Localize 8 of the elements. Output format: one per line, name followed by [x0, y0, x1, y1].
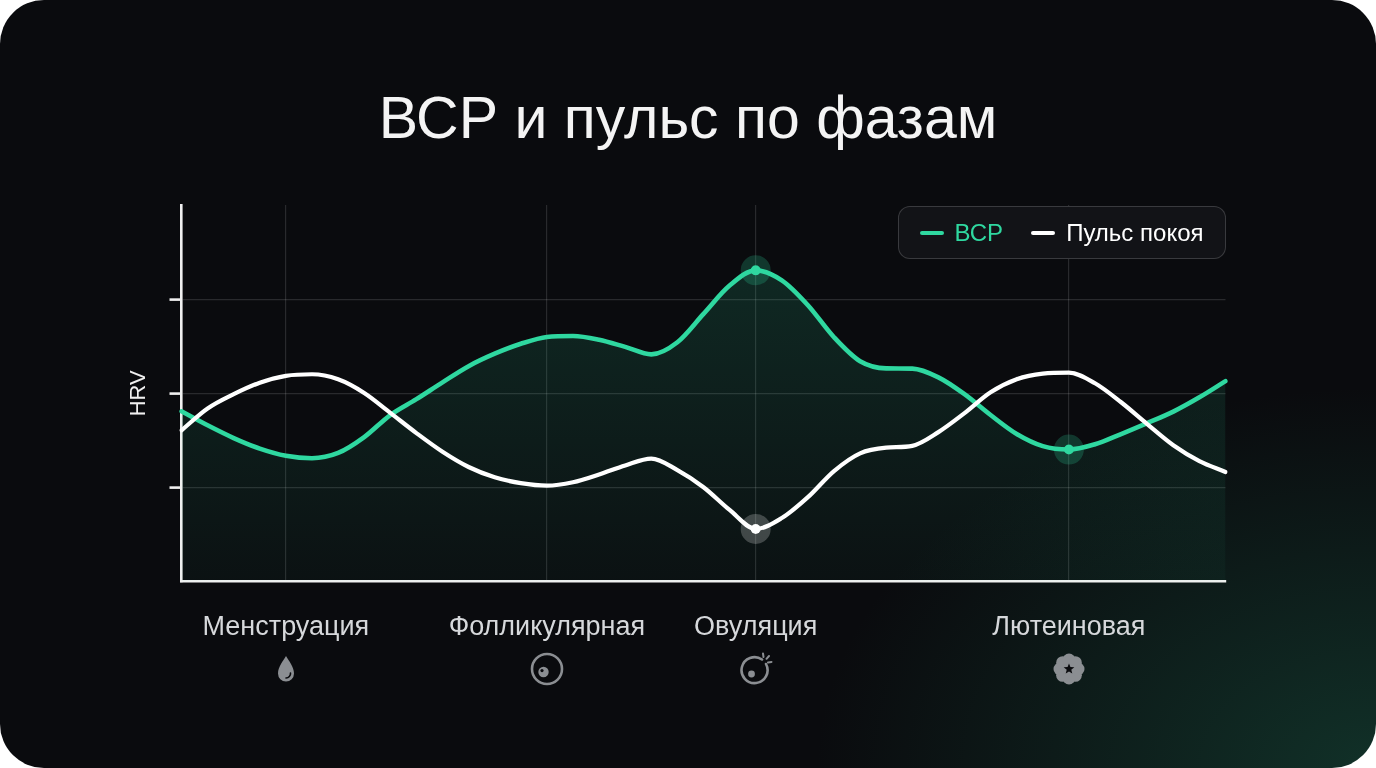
legend-label: Пульс покоя	[1066, 218, 1204, 247]
y-axis-title: HRV	[124, 369, 150, 417]
x-tick-label: Лютеиновая	[992, 611, 1146, 642]
x-tick-label: Овуляция	[694, 611, 818, 642]
x-tick-label: Менструация	[202, 611, 370, 642]
legend-label: ВСР	[954, 218, 1004, 247]
x-tick-label: Фолликулярная	[448, 611, 646, 642]
chart-title: ВСР и пульс по фазам	[377, 84, 999, 153]
